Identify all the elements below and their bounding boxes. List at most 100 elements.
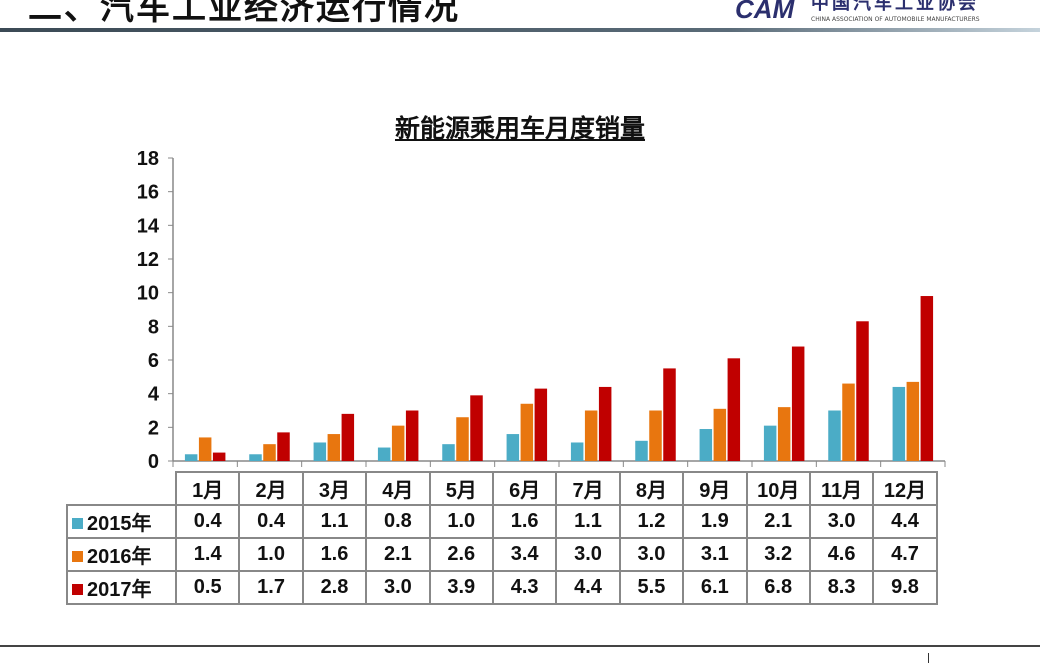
bar-2015年-3月 xyxy=(313,442,327,461)
value: 1.0 xyxy=(257,543,285,565)
y-tick-label: 14 xyxy=(137,215,160,237)
data-label: 0.8 xyxy=(365,504,431,539)
y-tick-label: 10 xyxy=(137,283,159,305)
data-label: 1.4 xyxy=(174,537,241,572)
bar-2016年-7月 xyxy=(584,410,598,461)
bar-2016年-3月 xyxy=(327,434,341,461)
data-label: 3.9 xyxy=(428,570,494,605)
value: 4.6 xyxy=(827,543,856,565)
category-label: 3月 xyxy=(301,471,368,506)
bar-2015年-12月 xyxy=(892,386,906,461)
y-tick-label: 8 xyxy=(148,316,159,338)
y-tick-label: 12 xyxy=(137,249,159,271)
value: 3.2 xyxy=(764,543,793,565)
value: 0.5 xyxy=(193,576,222,598)
series-name: 2017年 xyxy=(87,579,152,601)
value: 0.8 xyxy=(383,510,412,532)
value: 2.8 xyxy=(320,576,349,598)
value: 2.1 xyxy=(764,510,793,532)
value: 6.8 xyxy=(764,576,793,598)
data-label: 2.8 xyxy=(301,570,368,605)
header-divider xyxy=(0,28,1040,32)
table-row: 2015年 0.4 0.4 1.1 0.8 1.0 1.6 1.1 1.2 1.9 2.1 3.0 4.… xyxy=(66,504,938,539)
chart-title: 新能源乘用车月度销量 xyxy=(394,114,645,143)
bar-2017年-8月 xyxy=(663,368,676,461)
value: 1.4 xyxy=(193,543,222,565)
data-label: 3.1 xyxy=(682,537,748,572)
value: 6.1 xyxy=(700,576,729,598)
bar-2015年-10月 xyxy=(763,425,777,461)
data-label: 1.1 xyxy=(555,504,621,539)
data-label: 3.0 xyxy=(365,570,431,605)
value: 1.0 xyxy=(447,510,476,532)
data-label: 2.1 xyxy=(365,537,431,572)
category-label: 10月 xyxy=(745,471,811,506)
bar-2016年-4月 xyxy=(391,425,405,461)
value: 3.4 xyxy=(510,543,539,565)
value: 1.6 xyxy=(510,510,539,532)
y-tick-label: 6 xyxy=(148,350,159,372)
data-label: 1.0 xyxy=(238,537,304,572)
bar-2017年-4月 xyxy=(405,410,419,461)
bar-2016年-11月 xyxy=(842,383,855,461)
data-label: 4.7 xyxy=(872,537,938,572)
legend-swatch xyxy=(72,518,83,529)
bar-2017年-11月 xyxy=(856,321,869,461)
bar-2016年-2月 xyxy=(263,444,276,461)
value: 1.2 xyxy=(637,510,666,532)
bar-2016年-6月 xyxy=(520,403,534,461)
footer-tick xyxy=(928,653,929,663)
data-label: 1.9 xyxy=(682,504,748,539)
bar-2015年-11月 xyxy=(828,410,841,461)
data-label: 6.1 xyxy=(682,570,748,605)
data-label: 3.0 xyxy=(808,504,875,539)
data-label: 3.0 xyxy=(618,537,685,572)
data-label: 2.1 xyxy=(745,504,811,539)
blank-cell xyxy=(67,472,177,506)
value: 4.4 xyxy=(891,510,919,532)
value: 9.8 xyxy=(891,576,919,598)
value: 1.1 xyxy=(320,510,349,532)
bar-2017年-10月 xyxy=(791,346,805,461)
data-label: 1.2 xyxy=(618,504,685,539)
data-label: 1.0 xyxy=(428,504,494,539)
category-label: 7月 xyxy=(555,471,621,506)
value: 4.4 xyxy=(574,576,602,598)
bar-2016年-9月 xyxy=(713,408,727,461)
y-tick-label: 18 xyxy=(137,148,159,170)
value: 0.4 xyxy=(193,510,222,532)
bar-2017年-5月 xyxy=(470,395,483,461)
data-label: 4.4 xyxy=(872,504,938,539)
category-label: 4月 xyxy=(365,471,431,506)
value: 0.4 xyxy=(257,510,285,532)
value: 8.3 xyxy=(827,576,856,598)
y-tick-label: 2 xyxy=(148,417,159,439)
y-tick-label: 4 xyxy=(148,384,160,406)
data-label: 3.4 xyxy=(491,537,558,572)
bar-2015年-5月 xyxy=(442,444,455,461)
data-label: 9.8 xyxy=(872,570,938,605)
data-label: 5.5 xyxy=(618,570,685,605)
category-label: 12月 xyxy=(872,471,938,506)
bar-2016年-8月 xyxy=(649,410,662,461)
value: 4.7 xyxy=(891,543,919,565)
data-label: 1.7 xyxy=(238,570,304,605)
category-label: 1月 xyxy=(174,471,241,506)
logo-en: CHINA ASSOCIATION OF AUTOMOBILE MANUFACT… xyxy=(811,16,980,23)
legend-swatch xyxy=(72,551,83,562)
bar-2017年-7月 xyxy=(598,386,612,461)
value: 1.6 xyxy=(320,543,349,565)
bar-2015年-6月 xyxy=(506,434,520,461)
bar-2016年-1月 xyxy=(198,437,212,461)
value: 3.0 xyxy=(383,576,412,598)
value: 1.7 xyxy=(257,576,285,598)
bar-2015年-9月 xyxy=(699,429,713,461)
footer-divider xyxy=(0,645,1040,647)
data-label: 4.4 xyxy=(555,570,621,605)
bar-2016年-12月 xyxy=(906,381,920,461)
bar-2017年-1月 xyxy=(212,452,226,461)
data-label: 0.4 xyxy=(174,504,241,539)
value: 1.1 xyxy=(574,510,602,532)
value: 3.1 xyxy=(700,543,729,565)
table-header-row: 1月 2月 3月 4月 5月 6月 7月 8月 9月 10月 11月 12月 xyxy=(67,471,938,506)
